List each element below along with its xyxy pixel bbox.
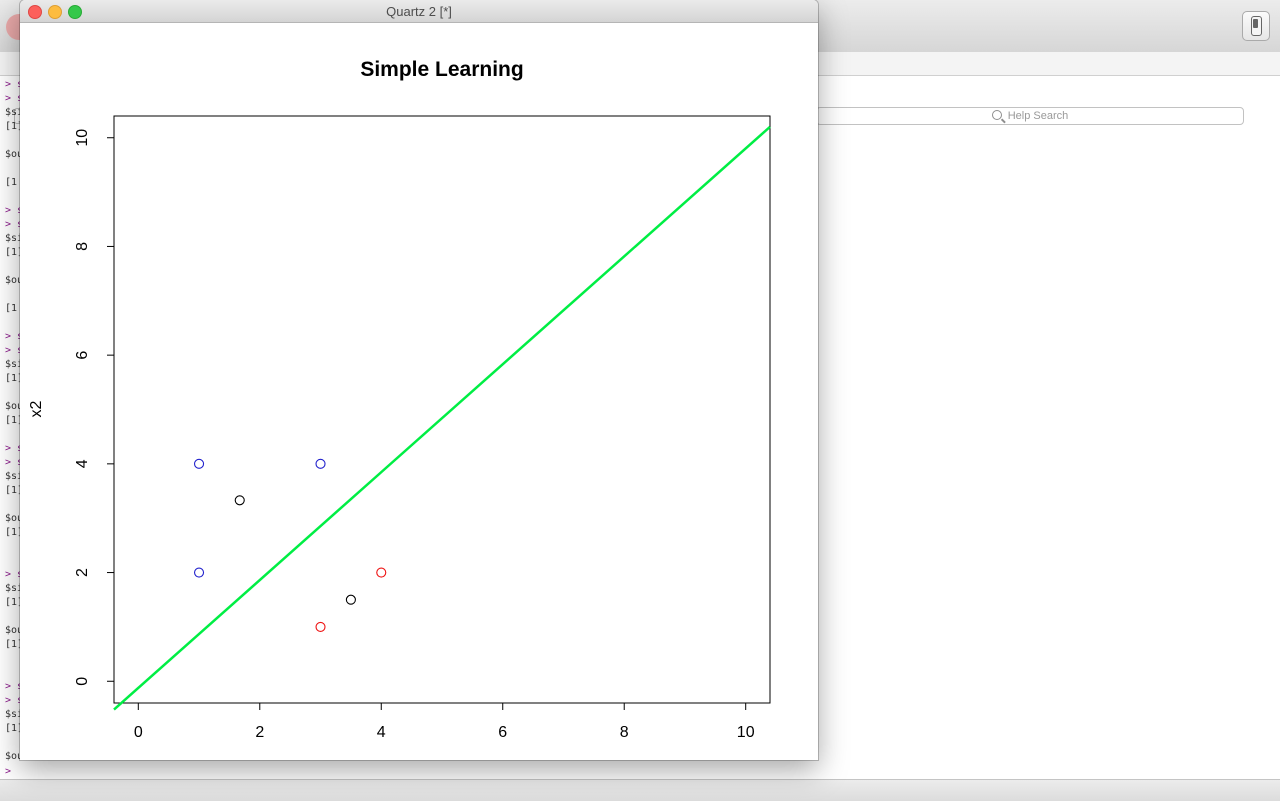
y-axis-label: x2 (28, 400, 45, 417)
fit-line-group (113, 125, 771, 711)
console-prompt[interactable]: > (5, 766, 12, 777)
console-line (0, 134, 20, 148)
console-line: > s (5, 681, 20, 692)
console-line (0, 652, 20, 666)
x-tick-label: 0 (134, 724, 143, 741)
x-tick-label: 4 (377, 724, 386, 741)
data-points (193, 458, 387, 632)
console-line: > s (5, 457, 20, 468)
console-line: $si (5, 359, 20, 370)
console-line (0, 554, 20, 568)
console-line: [1] (5, 485, 20, 496)
console-line: $ou (5, 751, 20, 762)
x-axis: 0 2 4 6 8 10 (134, 702, 755, 741)
console-line: [1 (5, 177, 18, 188)
console-line (0, 260, 20, 274)
console-line (0, 386, 20, 400)
window-title: Quartz 2 [*] (386, 4, 452, 19)
x-tick-label: 6 (498, 724, 507, 741)
scatter-point (345, 594, 356, 605)
console-line: [1] (5, 373, 20, 384)
x-tick-label: 2 (255, 724, 264, 741)
y-axis: 0 2 4 6 8 10 (74, 129, 115, 686)
chart-title: Simple Learning (360, 58, 523, 81)
console-line: [1] (5, 247, 20, 258)
console-line: [1] (5, 723, 20, 734)
console-line: $ou (5, 625, 20, 636)
console-line: > s (5, 345, 20, 356)
y-tick-label: 0 (74, 677, 91, 686)
console-line: $si (5, 107, 20, 118)
console-line: > s (5, 79, 20, 90)
quartz-window: Quartz 2 [*] Simple Learning x2 0 2 4 6 8 10 … (20, 0, 818, 760)
console-line (0, 666, 20, 680)
x-tick-label: 10 (737, 724, 755, 741)
console-line (0, 540, 20, 554)
console-line: [1] (5, 527, 20, 538)
console-line (0, 610, 20, 624)
console-line: > s (5, 205, 20, 216)
console-line: > s (5, 695, 20, 706)
console-line: $si (5, 709, 20, 720)
console-line: $ou (5, 401, 20, 412)
console-line: > s (5, 93, 20, 104)
console-line (0, 190, 20, 204)
y-tick-label: 2 (74, 568, 91, 577)
scatter-point (376, 567, 387, 578)
console-line (0, 498, 20, 512)
console-line: $ou (5, 275, 20, 286)
console-line: [1 (5, 303, 18, 314)
scatter-point (193, 567, 205, 578)
console-line: $ou (5, 149, 20, 160)
status-bar (0, 779, 1280, 801)
console-line: [1] (5, 639, 20, 650)
console-line: > s (5, 443, 20, 454)
console-line: > s (5, 219, 20, 230)
y-tick-label: 6 (74, 351, 91, 360)
scatter-point (234, 495, 245, 506)
console-line (0, 428, 20, 442)
console-line (0, 316, 20, 330)
console-line (0, 162, 20, 176)
y-tick-label: 8 (74, 242, 91, 251)
scatter-point (315, 621, 326, 632)
console-line: > s (5, 331, 20, 342)
console-line: $si (5, 583, 20, 594)
fit-line (113, 125, 771, 711)
search-icon (991, 110, 1002, 120)
help-search-placeholder: Help Search (1007, 110, 1069, 122)
console-line: $si (5, 233, 20, 244)
scatter-plot: Simple Learning x2 0 2 4 6 8 10 0 2 4 6 8 10 (28, 58, 771, 741)
zoom-icon[interactable] (68, 5, 82, 19)
console-line: $si (5, 471, 20, 482)
console-line (0, 736, 20, 750)
console-line (0, 288, 20, 302)
console-line: [1] (5, 415, 20, 426)
help-search-input[interactable]: Help Search (816, 107, 1244, 125)
console-line: > s (5, 569, 20, 580)
y-tick-label: 4 (74, 459, 91, 468)
minimize-icon[interactable] (48, 5, 62, 19)
console-line: [1] (5, 121, 20, 132)
plot-frame (113, 115, 771, 704)
toggle-drawer-button[interactable] (1242, 11, 1270, 41)
close-icon[interactable] (28, 5, 42, 19)
window-titlebar[interactable]: Quartz 2 [*] (20, 0, 818, 23)
scatter-point (315, 458, 326, 469)
console-line: $ou (5, 513, 20, 524)
x-tick-label: 8 (620, 724, 629, 741)
scatter-point (193, 458, 205, 469)
console-line: [1] (5, 597, 20, 608)
console-output[interactable]: > s > s $si [1] $ou [1 > s > s $si [1] $ou [1 > s > s… (0, 78, 20, 778)
y-tick-label: 10 (74, 129, 91, 147)
